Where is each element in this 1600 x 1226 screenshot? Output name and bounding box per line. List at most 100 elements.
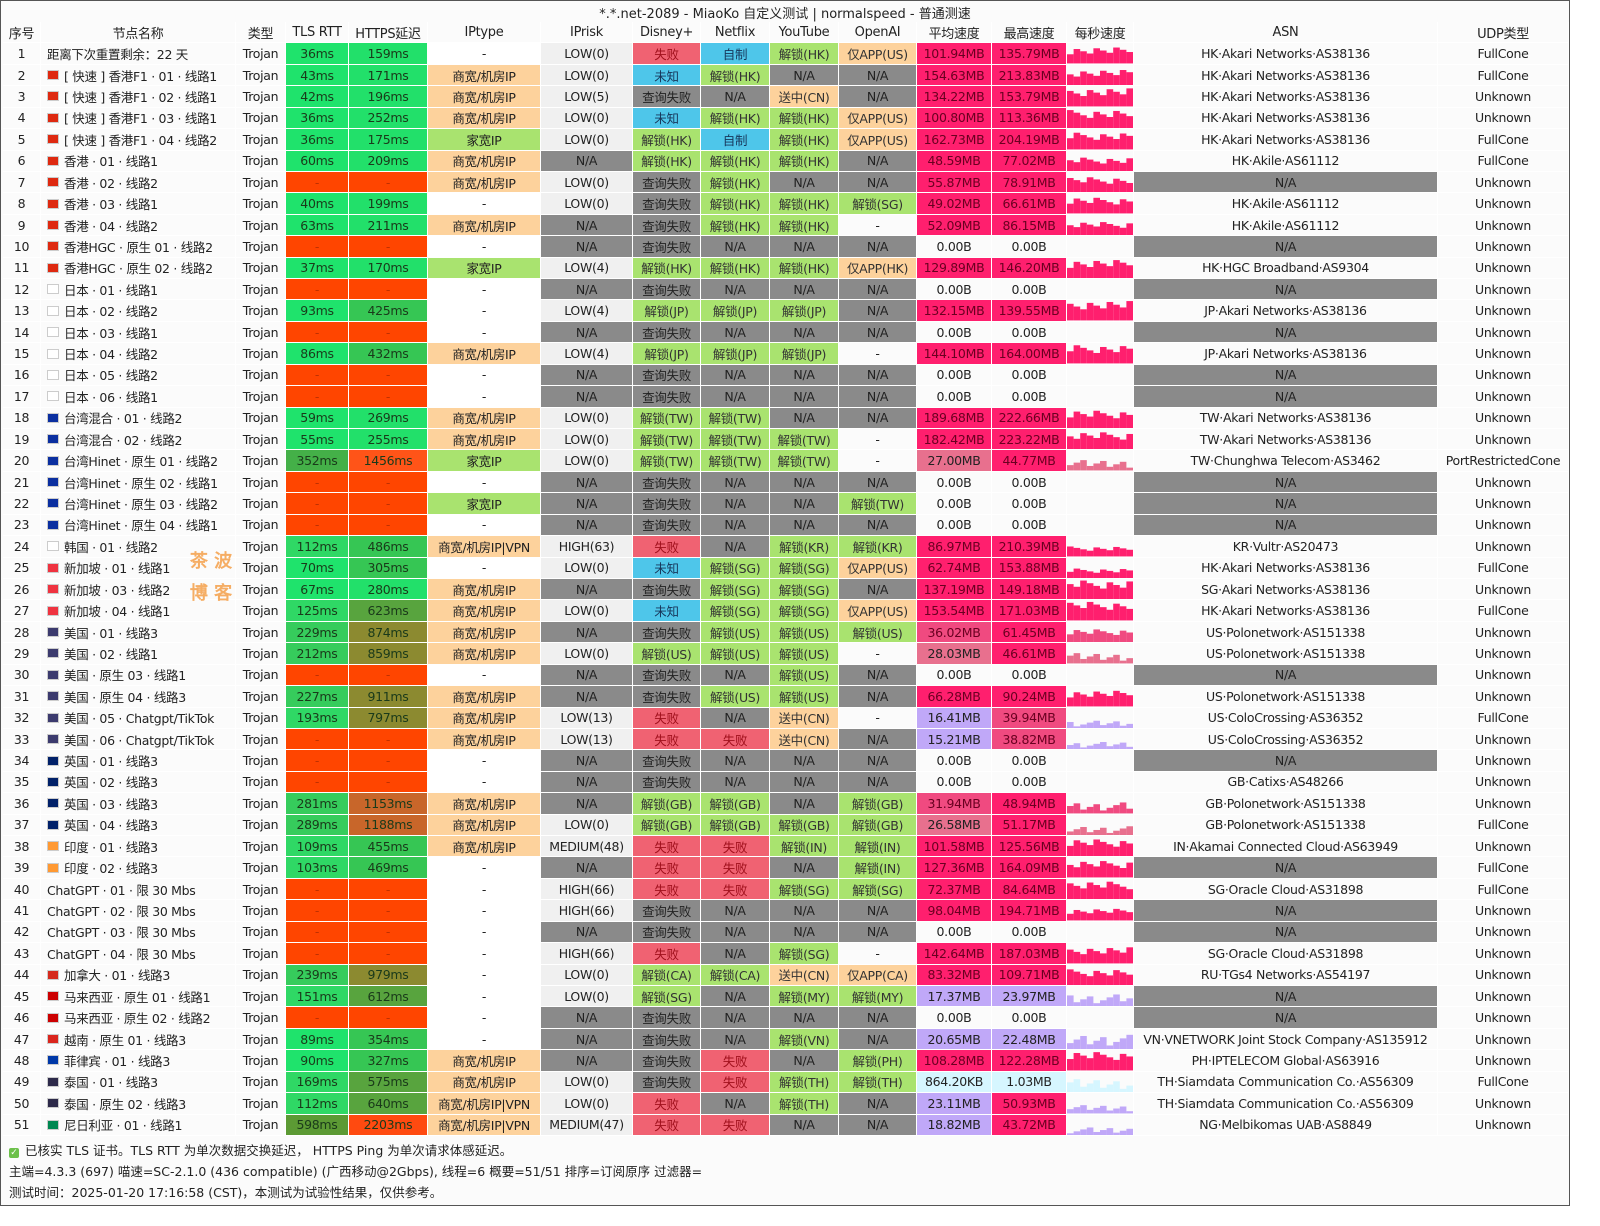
column-header[interactable]: 平均速度 xyxy=(917,22,992,44)
column-header[interactable]: Netflix xyxy=(701,22,770,44)
column-header[interactable]: 每秒速度 xyxy=(1067,22,1134,44)
table-row[interactable]: 17 日本 · 06 · 线路1 Trojan - - - N/A 查询失败 N/A N/A N/A… xyxy=(3,386,1569,408)
column-header[interactable]: 序号 xyxy=(3,22,41,44)
sparkline-bar xyxy=(1119,199,1127,214)
table-row[interactable]: 35 英国 · 02 · 线路3 Trojan - - - N/A 查询失败 N/A N/A N/A… xyxy=(3,771,1569,794)
column-header[interactable]: 最高速度 xyxy=(992,22,1067,44)
table-row[interactable]: 51 尼日利亚 · 01 · 线路1 Trojan 598ms 2203ms 商宽/机房I… xyxy=(3,1114,1569,1136)
table-row[interactable]: 2 [ 快速 ] 香港F1 · 01 · 线路1 Trojan 43ms 171ms 商宽… xyxy=(3,64,1569,87)
table-row[interactable]: 16 日本 · 05 · 线路2 Trojan - - - N/A 查询失败 N/A N/A N/A… xyxy=(3,364,1569,387)
table-row[interactable]: 1 距离下次重置剩余：22 天 Trojan 36ms 159ms - LOW(0) 失败 自制… xyxy=(3,43,1569,65)
table-row[interactable]: 39 印度 · 02 · 线路3 Trojan 103ms 469ms - N/A 失败 失败 N… xyxy=(3,857,1569,879)
cell-tls: 67ms xyxy=(286,578,349,601)
cell-type: Trojan xyxy=(236,921,286,944)
table-row[interactable]: 10 香港HGC · 原生 01 · 线路2 Trojan - - - N/A 查询失败 N/A… xyxy=(3,236,1569,258)
cell-asn: HK·Akari Networks·AS38136 xyxy=(1134,600,1438,622)
table-row[interactable]: 15 日本 · 04 · 线路2 Trojan 86ms 432ms 商宽/机房IP LOW… xyxy=(3,343,1569,365)
table-row[interactable]: 34 英国 · 01 · 线路3 Trojan - - - N/A 查询失败 N/A N/A N/A… xyxy=(3,750,1569,772)
sparkline-bar xyxy=(1080,71,1087,86)
column-header[interactable]: HTTPS延迟 xyxy=(349,22,428,44)
table-row[interactable]: 19 台湾混合 · 02 · 线路2 Trojan 55ms 255ms 商宽/机房IP L… xyxy=(3,429,1569,451)
column-header[interactable]: YouTube xyxy=(770,22,839,44)
table-row[interactable]: 45 马来西亚 · 原生 01 · 线路1 Trojan 151ms 612ms - LOW… xyxy=(3,985,1569,1008)
node-name: 美国 · 06 · Chatgpt/TikTok xyxy=(64,732,215,748)
table-row[interactable]: 20 台湾Hinet · 原生 01 · 线路2 Trojan 352ms 1456ms… xyxy=(3,450,1569,472)
table-row[interactable]: 22 台湾Hinet · 原生 03 · 线路2 Trojan - - 家宽IP N/A 查询… xyxy=(3,493,1569,515)
table-row[interactable]: 27 新加坡 · 04 · 线路1 Trojan 125ms 623ms 商宽/机房IP L… xyxy=(3,600,1569,622)
cell-iptype: 商宽/机房IP xyxy=(428,429,541,451)
sparkline-bar xyxy=(1067,138,1074,150)
cell-youtube: 解锁(HK) xyxy=(770,107,839,130)
node-name: 日本 · 04 · 线路2 xyxy=(64,347,158,363)
table-row[interactable]: 28 美国 · 01 · 线路3 Trojan 229ms 874ms 商宽/机房IP N/… xyxy=(3,621,1569,644)
cell-iprisk: LOW(0) xyxy=(541,64,633,87)
table-row[interactable]: 13 日本 · 02 · 线路2 Trojan 93ms 425ms - LOW(4) 解锁(… xyxy=(3,300,1569,322)
cell-iptype: 商宽/机房IP xyxy=(428,64,541,87)
column-header[interactable]: TLS RTT xyxy=(286,22,349,44)
table-row[interactable]: 12 日本 · 01 · 线路1 Trojan - - - N/A 查询失败 N/A N/A N/A… xyxy=(3,279,1569,301)
table-row[interactable]: 30 美国 · 原生 03 · 线路1 Trojan - - - N/A 查询失败 N/A 解锁(… xyxy=(3,664,1569,687)
table-row[interactable]: 14 日本 · 03 · 线路1 Trojan - - - N/A 查询失败 N/A N/A N/A… xyxy=(3,321,1569,344)
cell-iprisk: HIGH(66) xyxy=(541,900,633,922)
table-row[interactable]: 3 [ 快速 ] 香港F1 · 02 · 线路1 Trojan 42ms 196ms 商宽… xyxy=(3,86,1569,108)
table-row[interactable]: 50 泰国 · 原生 02 · 线路3 Trojan 112ms 640ms 商宽/机房I… xyxy=(3,1093,1569,1115)
table-row[interactable]: 41 ChatGPT · 02 · 限 30 Mbs Trojan - - - HIGH(6… xyxy=(3,900,1569,922)
table-row[interactable]: 42 ChatGPT · 03 · 限 30 Mbs Trojan - - - N/A 查询失… xyxy=(3,921,1569,944)
table-row[interactable]: 5 [ 快速 ] 香港F1 · 04 · 线路2 Trojan 36ms 175ms 家宽… xyxy=(3,129,1569,151)
cell-iptype: 商宽/机房IP xyxy=(428,150,541,172)
sparkline-bar xyxy=(1080,694,1087,707)
table-row[interactable]: 48 菲律宾 · 01 · 线路3 Trojan 90ms 327ms 商宽/机房IP N/… xyxy=(3,1050,1569,1072)
table-row[interactable]: 43 ChatGPT · 04 · 限 30 Mbs Trojan - - - HIGH(6… xyxy=(3,943,1569,965)
cell-tls: 59ms xyxy=(286,407,349,430)
table-row[interactable]: 46 马来西亚 · 原生 02 · 线路2 Trojan - - - N/A 查询失败 N/A N… xyxy=(3,1007,1569,1029)
table-row[interactable]: 11 香港HGC · 原生 02 · 线路2 Trojan 37ms 170ms 家宽IP… xyxy=(3,257,1569,280)
table-row[interactable]: 24 韩国 · 01 · 线路2 Trojan 112ms 486ms 商宽/机房IP|V… xyxy=(3,536,1569,558)
flag-us-icon xyxy=(47,712,59,723)
cell-iptype: - xyxy=(428,1028,541,1051)
table-row[interactable]: 6 香港 · 01 · 线路1 Trojan 60ms 209ms 商宽/机房IP N/A 解… xyxy=(3,150,1569,172)
column-header[interactable]: OpenAI xyxy=(839,22,917,44)
cell-https: 211ms xyxy=(349,214,428,237)
cell-netflix: 解锁(HK) xyxy=(701,107,770,130)
table-row[interactable]: 31 美国 · 原生 04 · 线路3 Trojan 227ms 911ms 商宽/机房I… xyxy=(3,686,1569,708)
table-row[interactable]: 9 香港 · 04 · 线路2 Trojan 63ms 211ms 商宽/机房IP N/A 查… xyxy=(3,214,1569,237)
sparkline-bar xyxy=(1073,1053,1081,1071)
column-header[interactable]: Disney+ xyxy=(633,22,701,44)
table-row[interactable]: 47 越南 · 原生 01 · 线路3 Trojan 89ms 354ms - N/A 查询失… xyxy=(3,1028,1569,1051)
cell-openai: N/A xyxy=(839,279,917,301)
sparkline-bar xyxy=(1067,949,1074,964)
column-header[interactable]: IPrisk xyxy=(541,22,633,44)
sparkline-bar xyxy=(1113,547,1120,557)
table-row[interactable]: 25 新加坡 · 01 · 线路1 Trojan 70ms 305ms - LOW(0) 未知… xyxy=(3,557,1569,579)
table-row[interactable]: 8 香港 · 03 · 线路1 Trojan 40ms 199ms - LOW(0) 查询失败… xyxy=(3,193,1569,215)
column-header[interactable]: 类型 xyxy=(236,22,286,44)
table-row[interactable]: 18 台湾混合 · 01 · 线路2 Trojan 59ms 269ms 商宽/机房IP L… xyxy=(3,407,1569,430)
cell-https: 170ms xyxy=(349,257,428,280)
sparkline-bar xyxy=(1100,95,1107,107)
table-row[interactable]: 33 美国 · 06 · Chatgpt/TikTok Trojan - - 商宽/机房I… xyxy=(3,728,1569,751)
sparkline-bar xyxy=(1126,581,1133,600)
table-row[interactable]: 44 加拿大 · 01 · 线路3 Trojan 239ms 979ms - LOW(0) 解… xyxy=(3,964,1569,986)
table-row[interactable]: 38 印度 · 01 · 线路3 Trojan 109ms 455ms 商宽/机房IP ME… xyxy=(3,836,1569,858)
column-header[interactable]: IPtype xyxy=(428,22,541,44)
table-row[interactable]: 29 美国 · 02 · 线路1 Trojan 212ms 859ms 商宽/机房IP LO… xyxy=(3,643,1569,665)
sparkline-bar xyxy=(1113,92,1120,107)
cell-name: 英国 · 04 · 线路3 xyxy=(41,814,236,837)
cell-spark xyxy=(1067,1028,1134,1051)
table-row[interactable]: 4 [ 快速 ] 香港F1 · 03 · 线路1 Trojan 36ms 252ms 商宽… xyxy=(3,107,1569,130)
table-row[interactable]: 21 台湾Hinet · 原生 02 · 线路1 Trojan - - - N/A 查询失败 N… xyxy=(3,471,1569,494)
table-row[interactable]: 37 英国 · 04 · 线路3 Trojan 289ms 1188ms 商宽/机房IP L… xyxy=(3,814,1569,837)
cell-type: Trojan xyxy=(236,1028,286,1051)
table-row[interactable]: 32 美国 · 05 · Chatgpt/TikTok Trojan 193ms 797… xyxy=(3,707,1569,729)
column-header[interactable]: ASN xyxy=(1134,22,1438,44)
table-row[interactable]: 36 英国 · 03 · 线路3 Trojan 281ms 1153ms 商宽/机房IP N… xyxy=(3,793,1569,815)
column-header[interactable]: 节点名称 xyxy=(41,22,236,44)
column-header[interactable]: UDP类型 xyxy=(1438,22,1569,44)
table-row[interactable]: 26 新加坡 · 03 · 线路2 Trojan 67ms 280ms 商宽/机房IP N/… xyxy=(3,578,1569,601)
speed-sparkline xyxy=(1067,301,1133,321)
cell-openai: 仅APP(US) xyxy=(839,557,917,579)
table-row[interactable]: 49 泰国 · 01 · 线路3 Trojan 169ms 575ms 商宽/机房IP LO… xyxy=(3,1071,1569,1094)
table-row[interactable]: 7 香港 · 02 · 线路2 Trojan - - 商宽/机房IP LOW(0) 查询失败解… xyxy=(3,171,1569,194)
table-row[interactable]: 23 台湾Hinet · 原生 04 · 线路1 Trojan - - - N/A 查询失败 N… xyxy=(3,514,1569,537)
table-row[interactable]: 40 ChatGPT · 01 · 限 30 Mbs Trojan - - - HIGH(6… xyxy=(3,878,1569,901)
